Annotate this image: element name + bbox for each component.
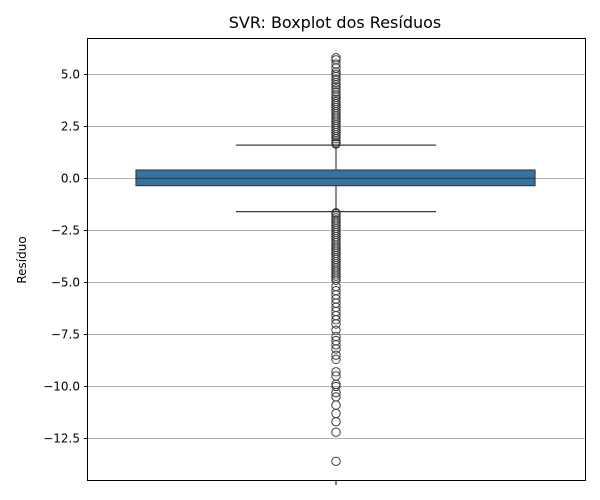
- y-tick-label: −10.0: [43, 380, 80, 394]
- y-tick-label: 2.5: [61, 120, 80, 134]
- outlier-point: [331, 344, 341, 354]
- y-axis-label: Resíduo: [15, 236, 29, 283]
- outlier-point: [331, 319, 341, 329]
- outlier-point: [331, 417, 341, 427]
- outlier-point: [331, 139, 341, 149]
- outlier-point: [331, 350, 341, 360]
- y-axis-ticks: 5.0 2.5 0.0 −2.5 −5.0 −7.5 −10.0 −12.5: [43, 68, 88, 446]
- outlier-point: [331, 427, 341, 437]
- y-tick-label: 5.0: [61, 68, 80, 82]
- outlier-point: [331, 381, 341, 392]
- outlier-point: [331, 387, 341, 398]
- outlier-point: [331, 275, 341, 286]
- outlier-points: [331, 53, 341, 466]
- chart-title: SVR: Boxplot dos Resíduos: [229, 13, 442, 32]
- y-tick-label: −7.5: [51, 328, 80, 342]
- outlier-point: [331, 87, 341, 97]
- y-tick-label: −5.0: [51, 276, 80, 290]
- y-tick-label: 0.0: [61, 172, 80, 186]
- outlier-point: [331, 456, 341, 466]
- outlier-point: [331, 354, 341, 365]
- y-tick-label: −12.5: [43, 432, 80, 446]
- y-tick-label: −2.5: [51, 224, 80, 238]
- outlier-point: [331, 315, 341, 325]
- outlier-point: [331, 74, 341, 85]
- outlier-point: [331, 325, 341, 335]
- outlier-point: [331, 340, 341, 350]
- box-plot: [135, 144, 536, 213]
- outlier-point: [331, 367, 341, 377]
